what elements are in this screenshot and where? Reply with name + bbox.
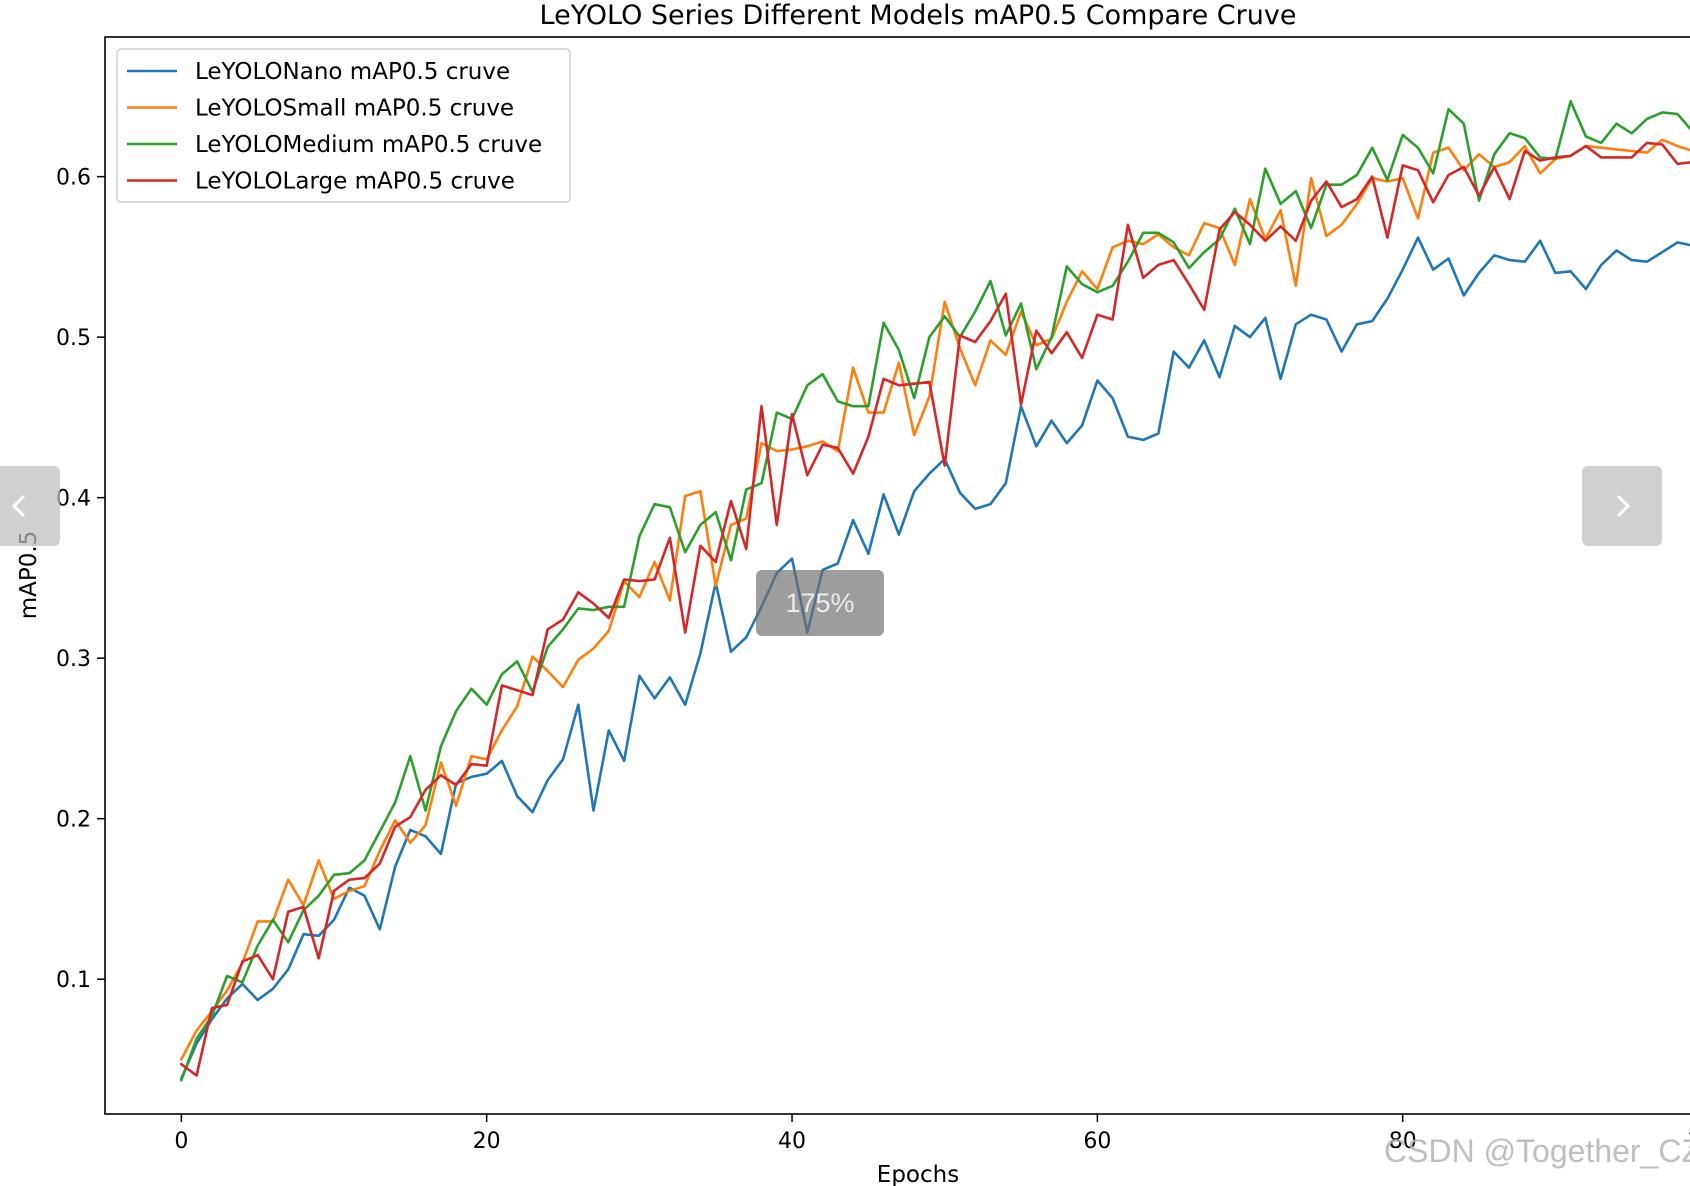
legend-label: LeYOLOLarge mAP0.5 cruve bbox=[195, 169, 515, 195]
x-tick-label: 80 bbox=[1389, 1129, 1417, 1154]
series-line-3 bbox=[180, 141, 1690, 1077]
y-axis: 0.1 0.2 0.3 0.4 0.5 0.6 bbox=[56, 166, 105, 993]
zoom-level-badge: 175% bbox=[756, 570, 884, 636]
x-tick-label: 60 bbox=[1083, 1129, 1111, 1154]
y-tick-label: 0.6 bbox=[56, 166, 91, 191]
legend-label: LeYOLOMedium mAP0.5 cruve bbox=[195, 132, 542, 158]
series-line-2 bbox=[180, 99, 1690, 1082]
legend-box bbox=[116, 48, 571, 203]
series-line-1 bbox=[180, 138, 1690, 1061]
series-lines bbox=[180, 99, 1690, 1082]
x-tick-label: 20 bbox=[473, 1129, 501, 1154]
chevron-left-icon bbox=[11, 494, 26, 518]
plot-frame bbox=[104, 36, 1690, 1115]
x-axis: 0 20 40 60 80 100 bbox=[174, 1114, 1690, 1154]
legend-label: LeYOLOSmall mAP0.5 cruve bbox=[195, 96, 514, 122]
y-tick-label: 0.2 bbox=[56, 808, 91, 833]
legend-label: LeYOLONano mAP0.5 cruve bbox=[195, 59, 510, 85]
y-tick-label: 0.5 bbox=[56, 326, 91, 351]
x-tick-label: 100 bbox=[1687, 1129, 1690, 1154]
x-axis-label: Epochs bbox=[877, 1162, 959, 1186]
x-tick-label: 0 bbox=[174, 1129, 188, 1154]
chevron-right-icon bbox=[1616, 494, 1631, 518]
y-tick-label: 0.3 bbox=[56, 647, 91, 672]
y-tick-label: 0.4 bbox=[56, 487, 91, 512]
series-line-0 bbox=[180, 236, 1690, 1080]
next-image-button[interactable] bbox=[1582, 466, 1662, 546]
chart-title: LeYOLO Series Different Models mAP0.5 Co… bbox=[540, 0, 1297, 31]
y-tick-label: 0.1 bbox=[56, 968, 91, 993]
watermark: CSDN @Together_CZ bbox=[1384, 1133, 1690, 1169]
legend: LeYOLONano mAP0.5 cruve LeYOLOSmall mAP0.… bbox=[116, 48, 571, 203]
x-tick-label: 40 bbox=[778, 1129, 806, 1154]
previous-image-button[interactable] bbox=[0, 466, 60, 546]
